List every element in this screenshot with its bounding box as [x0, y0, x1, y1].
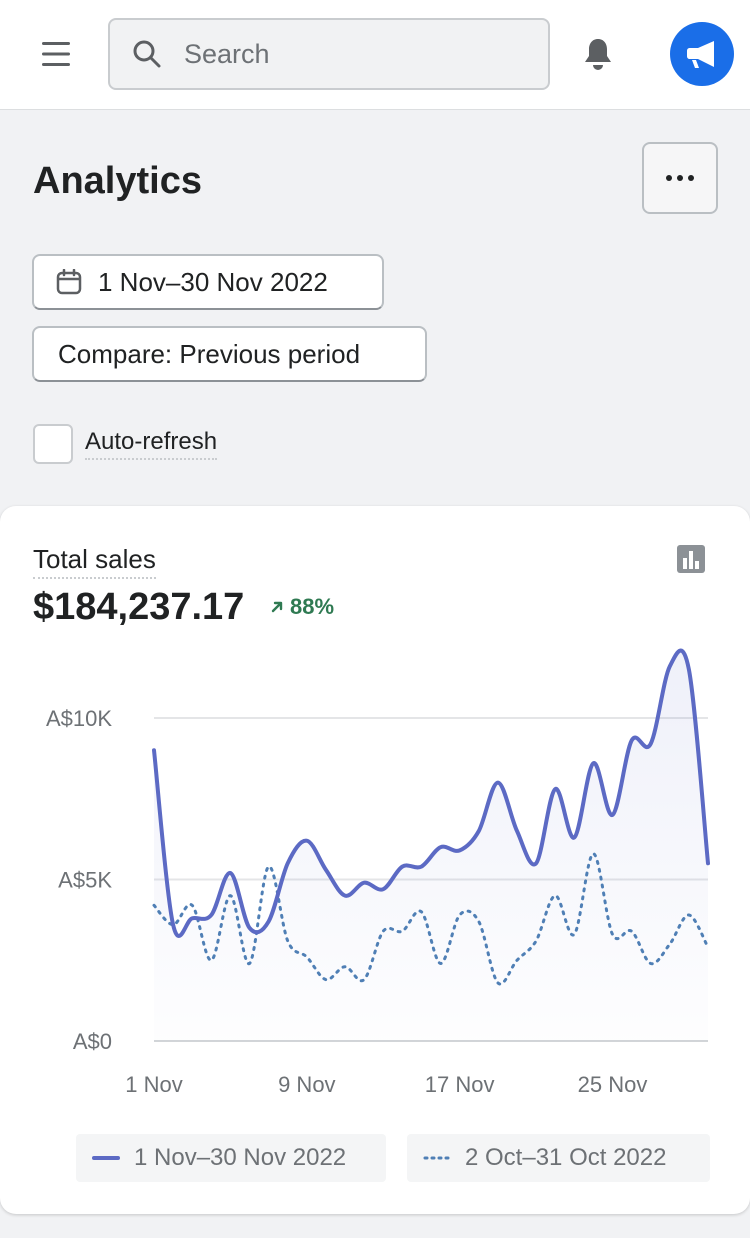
x-tick-label: 9 Nov [278, 1072, 335, 1097]
metric-label[interactable]: Total sales [33, 544, 156, 579]
sales-line-chart: A$0 A$5K A$10K 1 Nov 9 Nov 17 Nov 25 Nov [46, 648, 710, 1097]
legend-solid-line-icon [92, 1156, 120, 1160]
hamburger-menu-icon [42, 42, 70, 66]
auto-refresh-checkbox[interactable] [33, 424, 73, 464]
auto-refresh-label[interactable]: Auto-refresh [85, 428, 218, 460]
compare-label: Compare: Previous period [58, 338, 361, 369]
legend-dotted-line-icon [423, 1156, 451, 1160]
y-tick-label: A$5K [58, 868, 112, 893]
compare-button[interactable]: Compare: Previous period [32, 326, 427, 382]
x-tick-label: 25 Nov [578, 1072, 648, 1097]
legend-label-previous: 2 Oct–31 Oct 2022 [465, 1144, 667, 1171]
metric-value: $184,237.17 [33, 586, 245, 628]
bar-chart-icon[interactable] [676, 544, 706, 574]
hamburger-menu-button[interactable] [26, 32, 86, 76]
date-range-label: 1 Nov–30 Nov 2022 [98, 266, 328, 297]
arrow-up-right-icon [271, 601, 283, 613]
calendar-icon [56, 268, 84, 296]
date-range-button[interactable]: 1 Nov–30 Nov 2022 [32, 254, 384, 310]
trend-badge: 88% [270, 594, 334, 620]
trend-value: 88% [290, 594, 335, 619]
search-input[interactable] [184, 38, 514, 70]
legend-item-current[interactable]: 1 Nov–30 Nov 2022 [76, 1134, 386, 1182]
notifications-button[interactable] [578, 34, 618, 74]
avatar[interactable] [670, 22, 734, 86]
series-area-current [154, 650, 708, 1041]
more-actions-button[interactable] [642, 142, 718, 214]
auto-refresh-toggle: Auto-refresh [33, 424, 218, 464]
page-title: Analytics [33, 160, 202, 202]
search-icon [132, 38, 164, 70]
legend-label-current: 1 Nov–30 Nov 2022 [134, 1144, 347, 1171]
search-box[interactable] [108, 18, 550, 90]
megaphone-icon [687, 41, 714, 68]
y-tick-label: A$10K [46, 706, 112, 731]
bell-icon [585, 39, 611, 70]
top-bar [0, 0, 750, 110]
series-line-previous [152, 852, 710, 986]
x-tick-label: 17 Nov [425, 1072, 495, 1097]
x-tick-label: 1 Nov [125, 1072, 182, 1097]
series-line-current [152, 648, 710, 938]
ellipsis-icon [666, 175, 694, 181]
legend-item-previous[interactable]: 2 Oct–31 Oct 2022 [407, 1134, 710, 1182]
y-tick-label: A$0 [73, 1029, 112, 1054]
total-sales-card: Total sales $184,237.17 88% A$0 A$5K A$10K… [0, 506, 750, 1214]
